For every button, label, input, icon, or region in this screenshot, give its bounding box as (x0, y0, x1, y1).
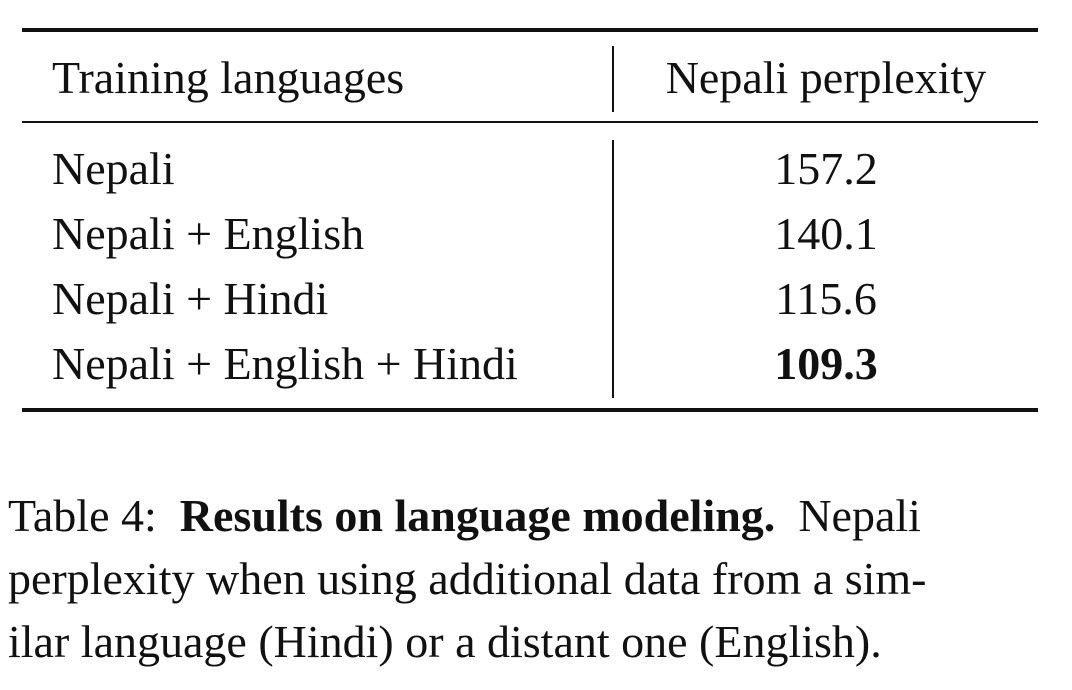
table-row-languages: Nepali + English (52, 208, 365, 259)
table-row-perplexity-best: 109.3 (774, 338, 878, 389)
table-top-rule (22, 28, 1038, 32)
caption-text: Nepali (798, 490, 921, 541)
caption-title: Results on language modeling. (179, 490, 776, 541)
table-row-languages: Nepali (52, 143, 175, 194)
header-training-languages: Training languages (52, 52, 405, 103)
table-row-languages: Nepali + Hindi (52, 273, 329, 324)
table-row-perplexity: 140.1 (774, 208, 878, 259)
header-nepali-perplexity: Nepali perplexity (665, 52, 987, 103)
table-row-languages: Nepali + English + Hindi (52, 338, 518, 389)
table-caption: Table 4: Results on language modeling. N… (8, 484, 1058, 673)
column-separator (612, 46, 614, 112)
caption-text: perplexity when using additional data fr… (8, 553, 927, 604)
table-row-perplexity: 157.2 (774, 143, 878, 194)
caption-label: Table 4: (8, 490, 157, 541)
table-bottom-rule (22, 408, 1038, 412)
caption-text: ilar language (Hindi) or a distant one (… (8, 616, 882, 667)
table-row-perplexity: 115.6 (775, 273, 877, 324)
column-separator (612, 140, 614, 398)
table-header-rule (22, 121, 1038, 123)
